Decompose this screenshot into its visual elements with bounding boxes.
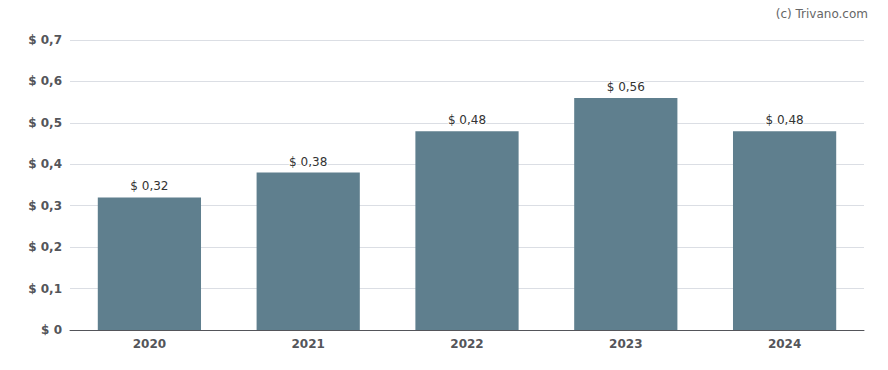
- svg-text:2024: 2024: [768, 337, 801, 351]
- svg-text:$ 0,48: $ 0,48: [766, 113, 804, 127]
- svg-text:$ 0,32: $ 0,32: [130, 179, 168, 193]
- svg-text:$ 0: $ 0: [41, 323, 62, 337]
- svg-text:$ 0,5: $ 0,5: [28, 116, 62, 130]
- svg-text:2021: 2021: [291, 337, 324, 351]
- svg-text:2020: 2020: [133, 337, 166, 351]
- svg-text:$ 0,48: $ 0,48: [448, 113, 486, 127]
- svg-text:$ 0,56: $ 0,56: [607, 80, 645, 94]
- svg-text:2023: 2023: [609, 337, 642, 351]
- svg-text:$ 0,3: $ 0,3: [28, 199, 62, 213]
- svg-text:$ 0,1: $ 0,1: [28, 282, 62, 296]
- svg-text:(c) Trivano.com: (c) Trivano.com: [776, 7, 868, 21]
- svg-text:$ 0,2: $ 0,2: [28, 240, 62, 254]
- svg-text:2022: 2022: [450, 337, 483, 351]
- svg-text:$ 0,7: $ 0,7: [28, 33, 62, 47]
- svg-text:$ 0,38: $ 0,38: [289, 155, 327, 169]
- svg-text:$ 0,6: $ 0,6: [28, 74, 62, 88]
- svg-text:$ 0,4: $ 0,4: [28, 157, 62, 171]
